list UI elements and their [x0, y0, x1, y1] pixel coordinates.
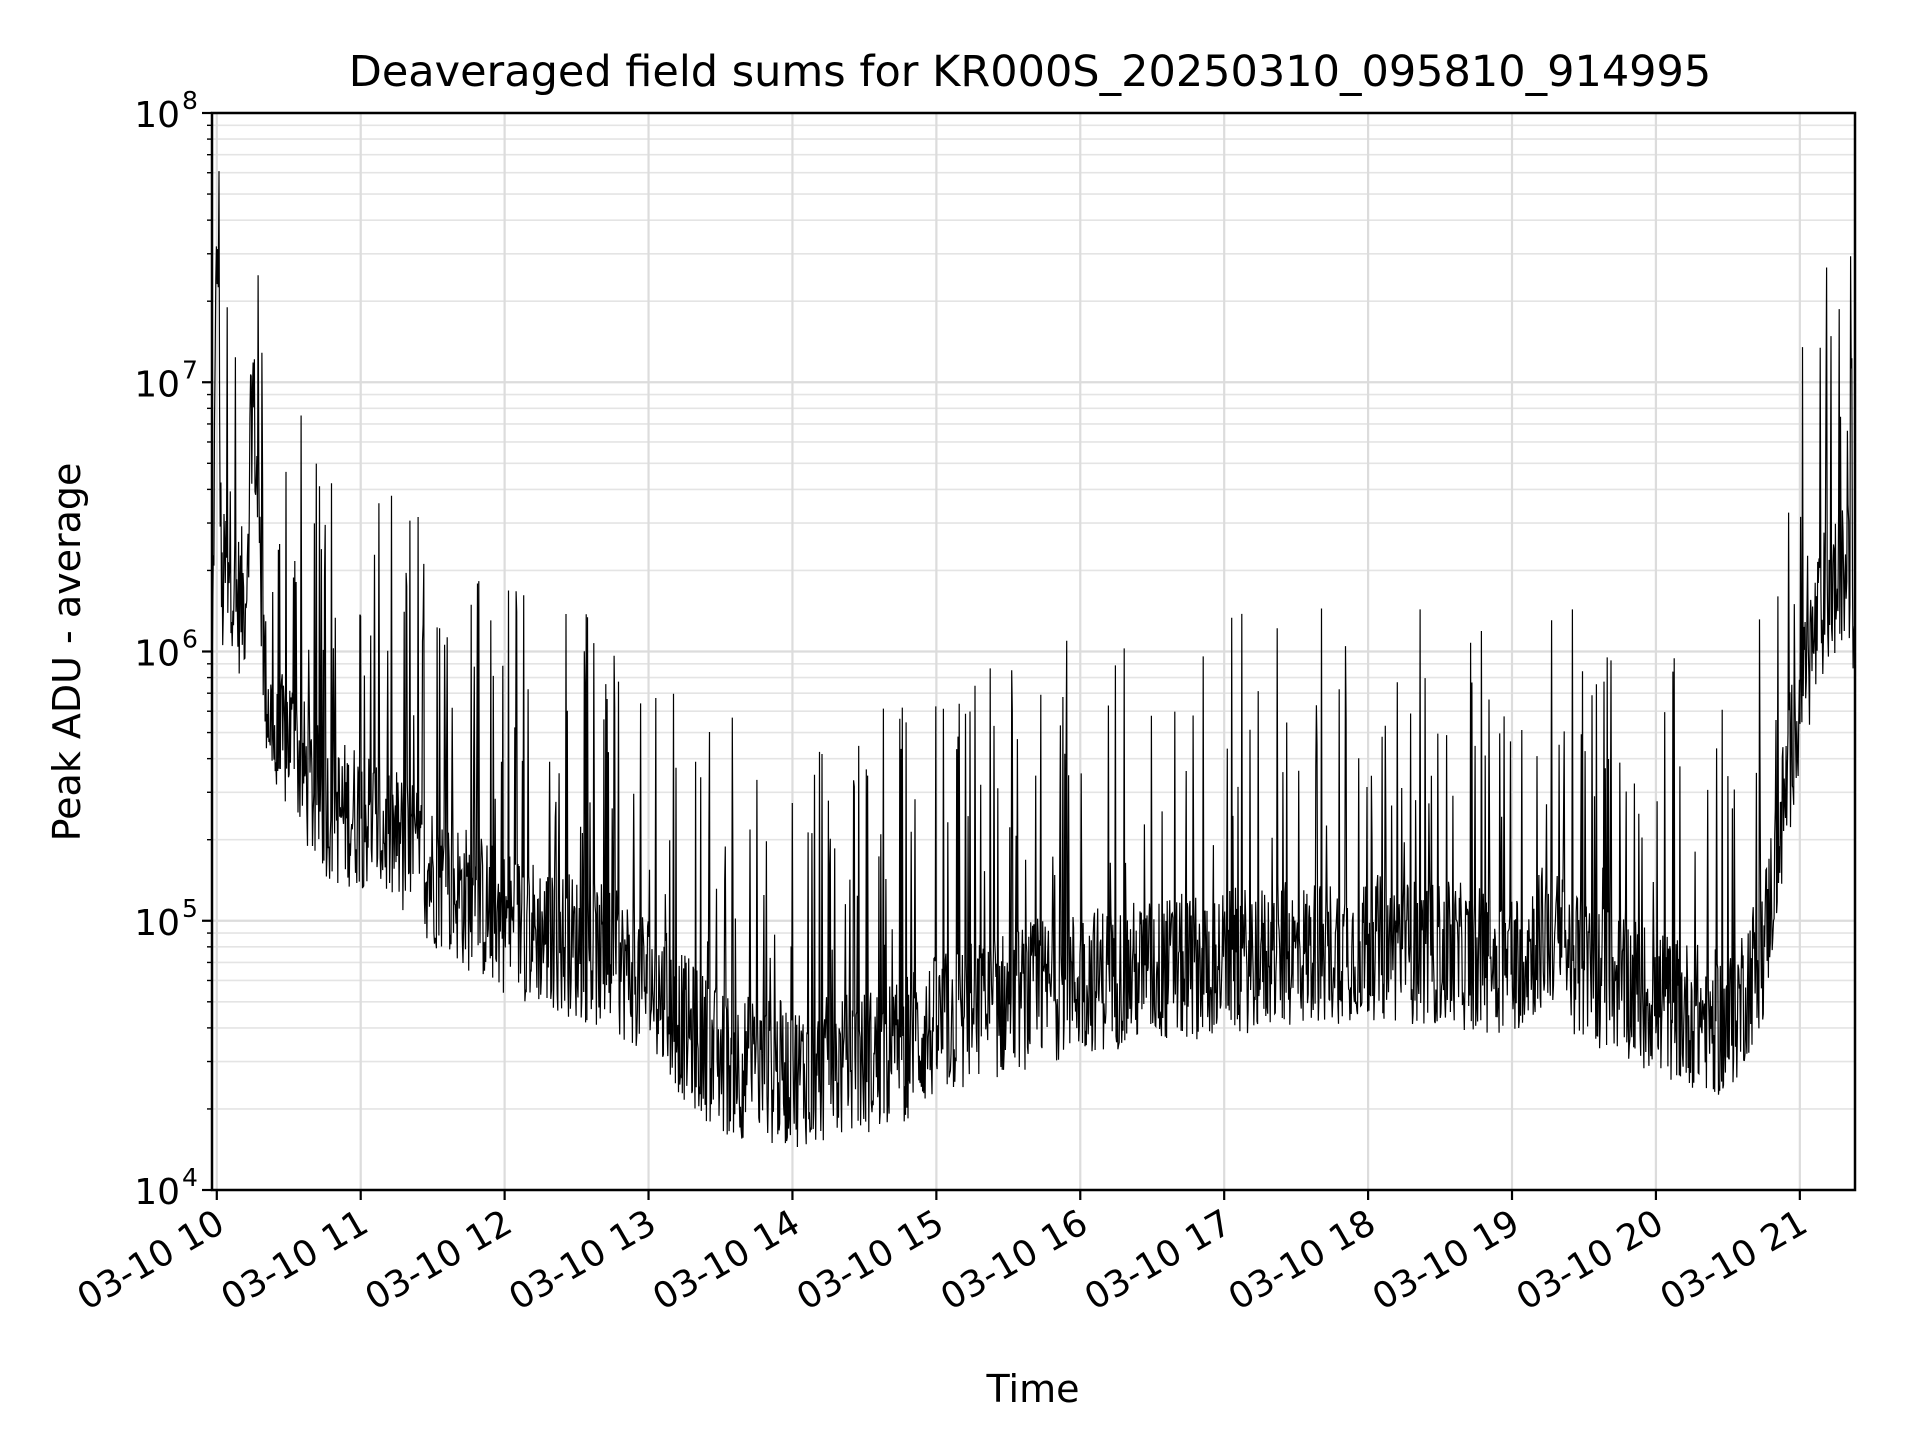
x-tick-label: 03-10 19	[1366, 1202, 1527, 1318]
y-tick-label: 10	[134, 634, 180, 675]
x-tick-label: 03-10 13	[502, 1202, 663, 1318]
x-tick-label: 03-10 11	[215, 1202, 376, 1318]
y-tick-exponent: 8	[182, 86, 198, 115]
y-tick-label: 10	[134, 903, 180, 944]
x-tick-label: 03-10 15	[790, 1202, 951, 1318]
x-tick-label: 03-10 12	[358, 1202, 519, 1318]
x-tick-label: 03-10 21	[1654, 1202, 1815, 1318]
y-tick-exponent: 4	[182, 1163, 198, 1192]
y-tick-label: 10	[134, 1172, 180, 1213]
y-tick-exponent: 7	[182, 355, 198, 384]
x-axis-label: Time	[986, 1367, 1080, 1411]
y-tick-exponent: 6	[182, 625, 198, 654]
y-tick-label: 10	[134, 364, 180, 405]
x-tick-label: 03-10 18	[1222, 1202, 1383, 1318]
x-tick-label: 03-10 20	[1510, 1202, 1671, 1318]
chart-title: Deaveraged field sums for KR000S_2025031…	[349, 47, 1712, 97]
series-line	[211, 171, 1856, 1148]
grid	[212, 111, 1855, 1192]
x-tick-label: 03-10 14	[646, 1202, 807, 1318]
x-tick-label: 03-10 10	[71, 1202, 232, 1318]
x-tick-label: 03-10 17	[1078, 1202, 1239, 1318]
y-tick-label: 10	[134, 95, 180, 136]
x-tick-label: 03-10 16	[934, 1202, 1095, 1318]
y-axis-label: Peak ADU - average	[45, 463, 89, 842]
y-tick-exponent: 5	[182, 894, 198, 923]
